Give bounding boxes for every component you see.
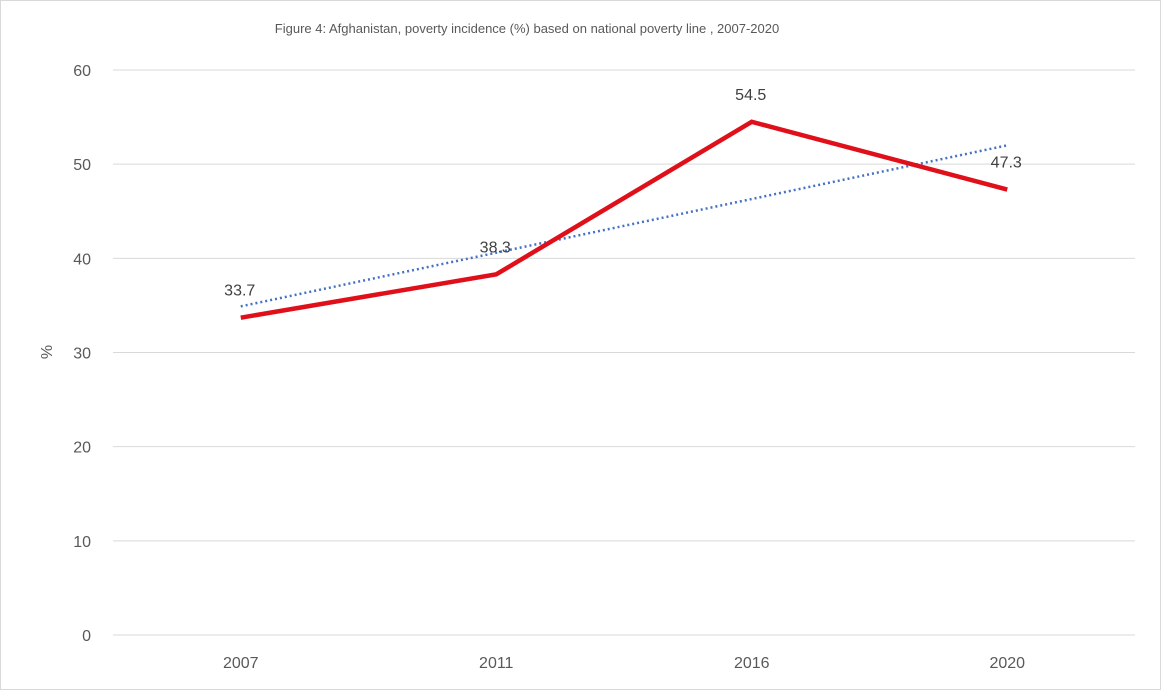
y-tick-label: 0 [82, 628, 91, 645]
y-axis-label: % [39, 345, 56, 359]
series-line [240, 119, 1008, 320]
chart-title: Figure 4: Afghanistan, poverty incidence… [275, 21, 779, 36]
x-tick-label: 2016 [734, 655, 770, 672]
x-tick-label: 2011 [479, 655, 514, 672]
data-label: 47.3 [991, 155, 1022, 172]
x-tick-label: 2007 [223, 655, 259, 672]
y-tick-label: 60 [73, 63, 91, 80]
y-tick-label: 20 [73, 440, 91, 457]
y-tick-label: 30 [73, 346, 91, 363]
y-tick-label: 40 [73, 251, 91, 268]
y-tick-label: 10 [73, 534, 91, 551]
y-tick-label: 50 [73, 157, 91, 174]
data-label: 33.7 [224, 283, 255, 300]
trendline [240, 144, 1008, 308]
data-label: 38.3 [480, 239, 511, 256]
x-tick-label: 2020 [989, 655, 1025, 672]
data-label: 54.5 [735, 87, 766, 104]
